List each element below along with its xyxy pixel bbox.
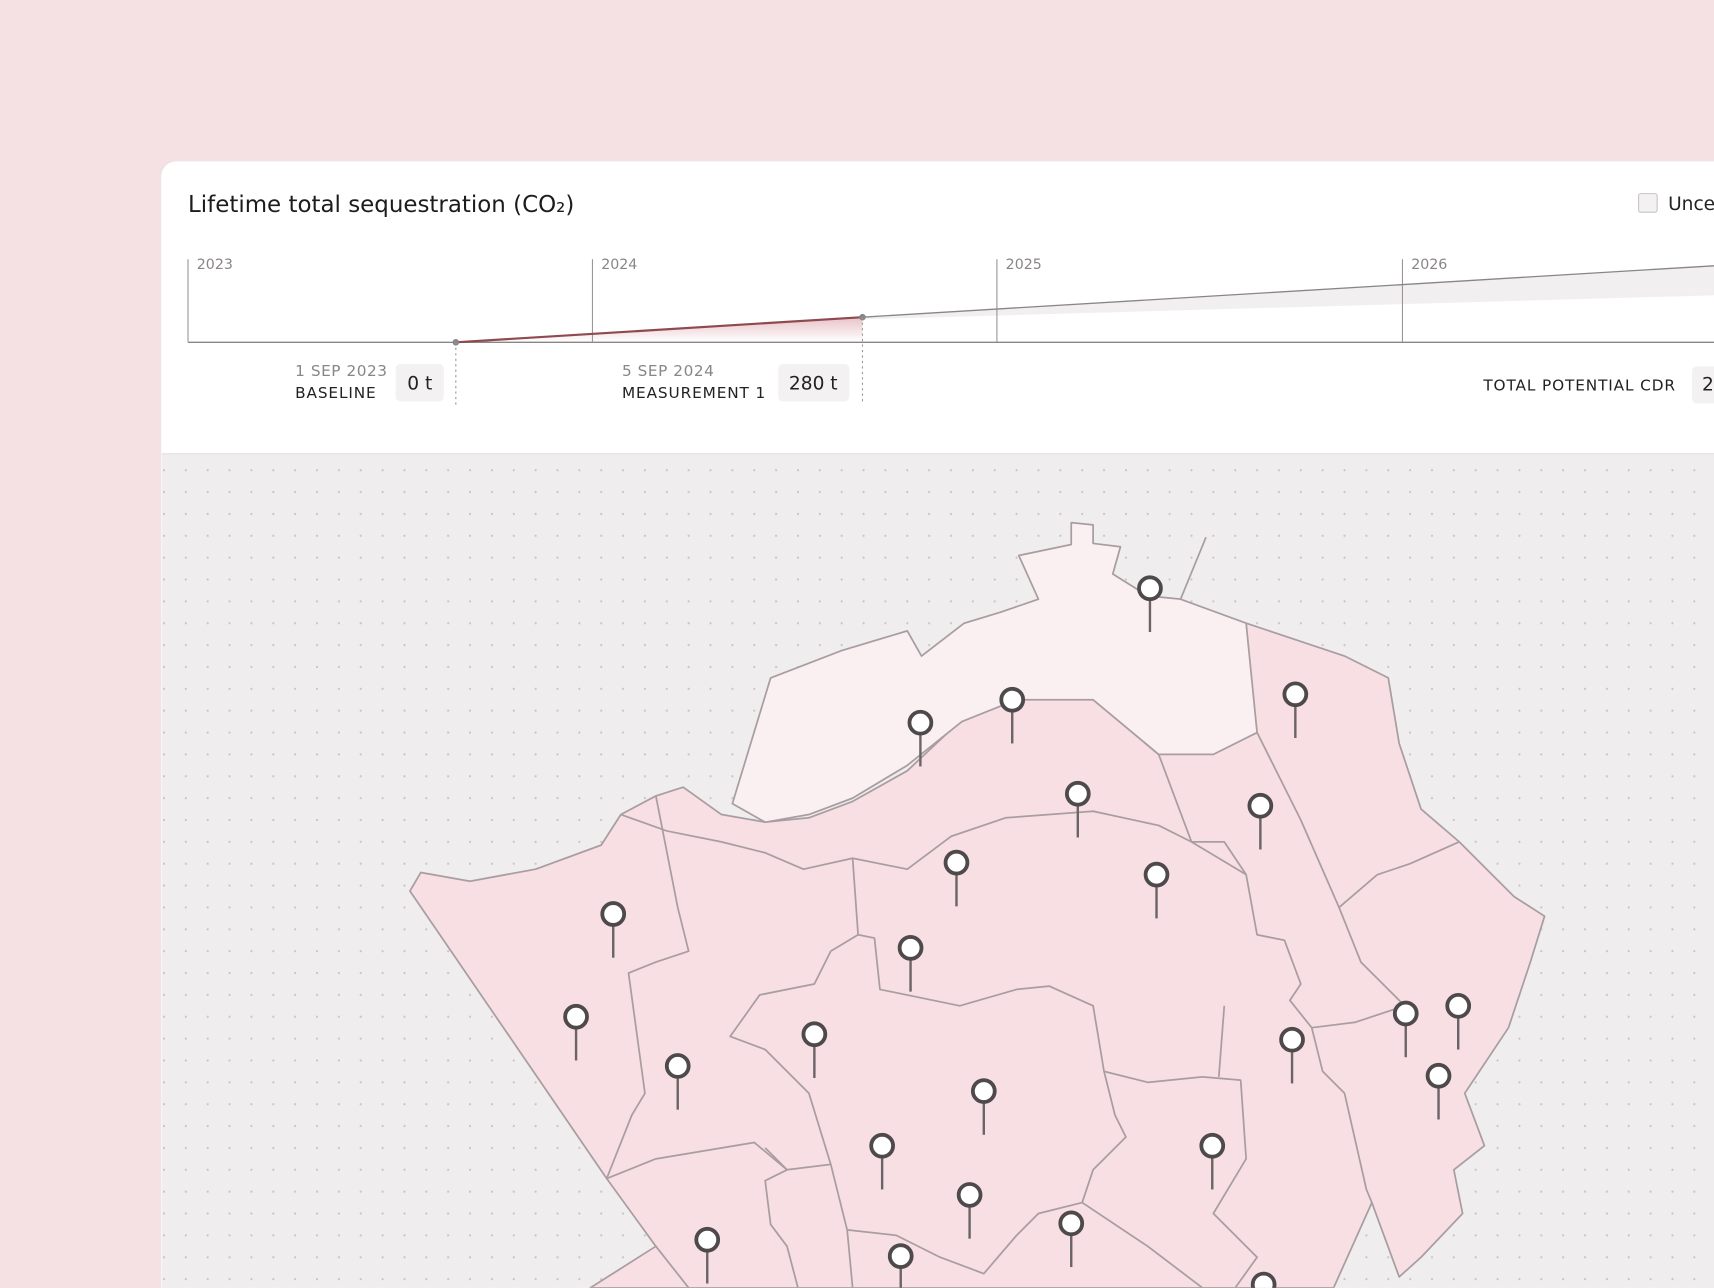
pin[interactable] xyxy=(943,849,970,907)
event-label: MEASUREMENT 1 xyxy=(622,384,766,402)
pin[interactable] xyxy=(887,1243,914,1288)
region xyxy=(409,622,1546,1288)
projection-line xyxy=(862,265,1714,318)
checkbox[interactable] xyxy=(1638,193,1658,213)
event-date: 5 SEP 2024 xyxy=(622,362,714,380)
amount-chip xyxy=(1692,366,1714,404)
event-label: BASELINE xyxy=(295,384,376,402)
total-amount: 2 xyxy=(1702,374,1714,395)
pin[interactable] xyxy=(694,1226,721,1284)
year-label: 2023 xyxy=(197,257,233,273)
event-date: 1 SEP 2023 xyxy=(295,362,387,380)
pin[interactable] xyxy=(1199,1132,1226,1190)
year-ticks: 2023 2024 2025 2026 xyxy=(187,257,1447,343)
pin[interactable] xyxy=(664,1053,691,1110)
pin[interactable] xyxy=(897,935,924,992)
pin[interactable] xyxy=(970,1078,997,1135)
pin[interactable] xyxy=(1137,575,1163,632)
pin[interactable] xyxy=(1064,780,1091,838)
amount-chip xyxy=(778,364,850,402)
card: Lifetime total sequestration (CO₂) Unce … xyxy=(160,160,1714,1288)
event-amount: 280 t xyxy=(789,373,838,394)
pin[interactable] xyxy=(1058,1210,1085,1268)
pin[interactable] xyxy=(1445,992,1472,1050)
pin[interactable] xyxy=(563,1003,589,1061)
pin[interactable] xyxy=(600,901,627,958)
total-label: TOTAL POTENTIAL CDR xyxy=(1482,376,1676,394)
title: Lifetime total sequestration (CO₂) xyxy=(188,192,574,218)
pin[interactable] xyxy=(1425,1062,1452,1120)
pin[interactable] xyxy=(1250,1271,1277,1288)
year-label: 2026 xyxy=(1411,257,1447,273)
pin[interactable] xyxy=(869,1132,895,1190)
pin[interactable] xyxy=(1143,861,1170,919)
map xyxy=(409,521,1546,1288)
pin[interactable] xyxy=(1282,681,1309,739)
region-borders xyxy=(605,732,1460,1288)
checkbox-label[interactable]: Unce xyxy=(1668,194,1714,215)
year-label: 2025 xyxy=(1006,257,1042,273)
pin[interactable] xyxy=(907,709,934,767)
pin[interactable] xyxy=(801,1021,828,1078)
amount-chip xyxy=(395,364,444,402)
pin[interactable] xyxy=(999,686,1026,744)
pin[interactable] xyxy=(1279,1026,1305,1084)
year-label: 2024 xyxy=(601,257,637,273)
pin[interactable] xyxy=(1392,1000,1419,1058)
pin[interactable] xyxy=(1247,792,1274,850)
pin[interactable] xyxy=(956,1182,983,1239)
measured-line xyxy=(455,316,863,344)
pins xyxy=(563,575,1472,1288)
event-amount: 0 t xyxy=(407,373,432,394)
